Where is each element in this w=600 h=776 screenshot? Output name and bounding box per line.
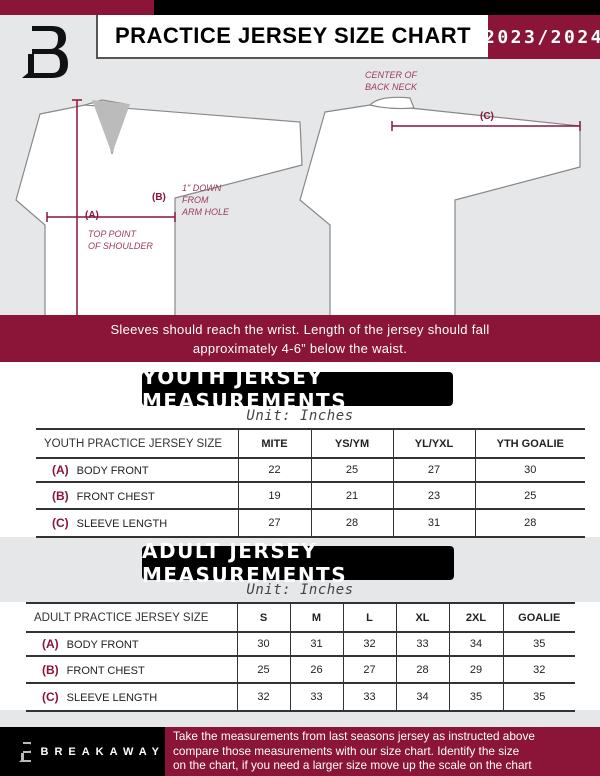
top-accent-bar xyxy=(0,0,154,15)
table-header: L xyxy=(342,603,396,633)
table-header: S xyxy=(236,603,290,633)
table-header: YTH GOALIE xyxy=(474,429,585,459)
jersey-diagram xyxy=(15,96,581,315)
season-badge: 2023/2024 xyxy=(484,15,600,59)
label-c: (C) xyxy=(480,111,494,122)
top-black-bar xyxy=(154,0,600,15)
table-row: (C) SLEEVE LENGTH 27 28 31 28 xyxy=(36,509,585,538)
table-header: M xyxy=(289,603,343,633)
footer-instructions: Take the measurements from last seasons … xyxy=(165,727,600,776)
table-row: (B) FRONT CHEST 25 26 27 28 29 32 xyxy=(26,656,575,684)
table-row: (B) FRONT CHEST 19 21 23 25 xyxy=(36,482,585,510)
adult-section-title: ADULT JERSEY MEASUREMENTS xyxy=(142,539,454,587)
back-jersey xyxy=(299,104,581,315)
table-header: YS/YM xyxy=(310,429,393,459)
table-header: YOUTH PRACTICE JERSEY SIZE xyxy=(36,429,238,459)
label-a: (A) xyxy=(85,210,99,221)
footer-brand: BREAKAWAY xyxy=(0,727,165,776)
table-header: ADULT PRACTICE JERSEY SIZE xyxy=(26,603,237,633)
brand-name: BREAKAWAY xyxy=(40,745,165,758)
table-header: XL xyxy=(395,603,449,633)
adult-size-table: ADULT PRACTICE JERSEY SIZE S M L XL 2XL … xyxy=(26,602,575,712)
sizing-instruction-banner: Sleeves should reach the wrist. Length o… xyxy=(0,315,600,362)
table-header: 2XL xyxy=(448,603,503,633)
note-c: CENTER OF BACK NECK xyxy=(365,70,418,92)
youth-size-table: YOUTH PRACTICE JERSEY SIZE MITE YS/YM YL… xyxy=(36,428,585,538)
adult-unit-label: Unit: Inches xyxy=(246,582,354,598)
breakaway-logo xyxy=(22,26,68,78)
label-b: (B) xyxy=(152,192,166,203)
youth-section-title: YOUTH JERSEY MEASUREMENTS xyxy=(142,365,453,413)
table-row: (A) BODY FRONT 30 31 32 33 34 35 xyxy=(26,632,575,657)
table-header: YL/YXL xyxy=(392,429,475,459)
front-jersey xyxy=(15,104,303,315)
table-row: (C) SLEEVE LENGTH 32 33 33 34 35 35 xyxy=(26,683,575,712)
page-title: PRACTICE JERSEY SIZE CHART xyxy=(96,15,488,59)
table-row: (A) BODY FRONT 22 25 27 30 xyxy=(36,458,585,483)
note-a: TOP POINT OF SHOULDER xyxy=(88,229,153,251)
note-b: 1" DOWN FROM ARM HOLE xyxy=(182,183,230,217)
table-header: MITE xyxy=(237,429,311,459)
youth-unit-label: Unit: Inches xyxy=(246,408,354,424)
breakaway-logo-small xyxy=(19,741,31,762)
table-header: GOALIE xyxy=(502,603,575,633)
